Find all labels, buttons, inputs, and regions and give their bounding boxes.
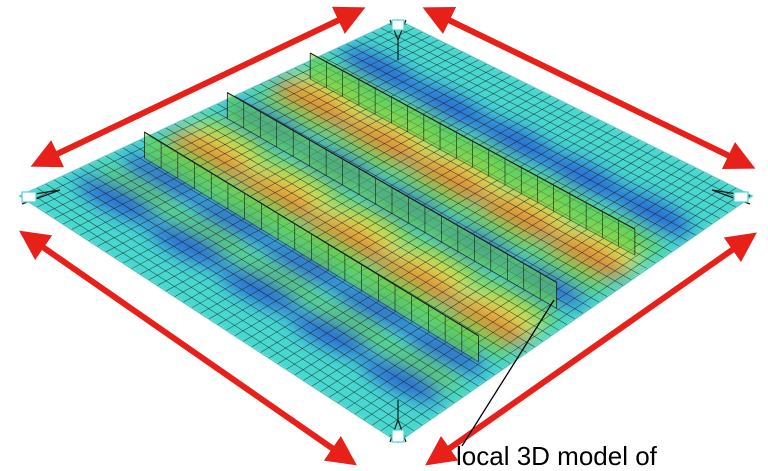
annotation-label: local 3D model of: [456, 443, 657, 469]
